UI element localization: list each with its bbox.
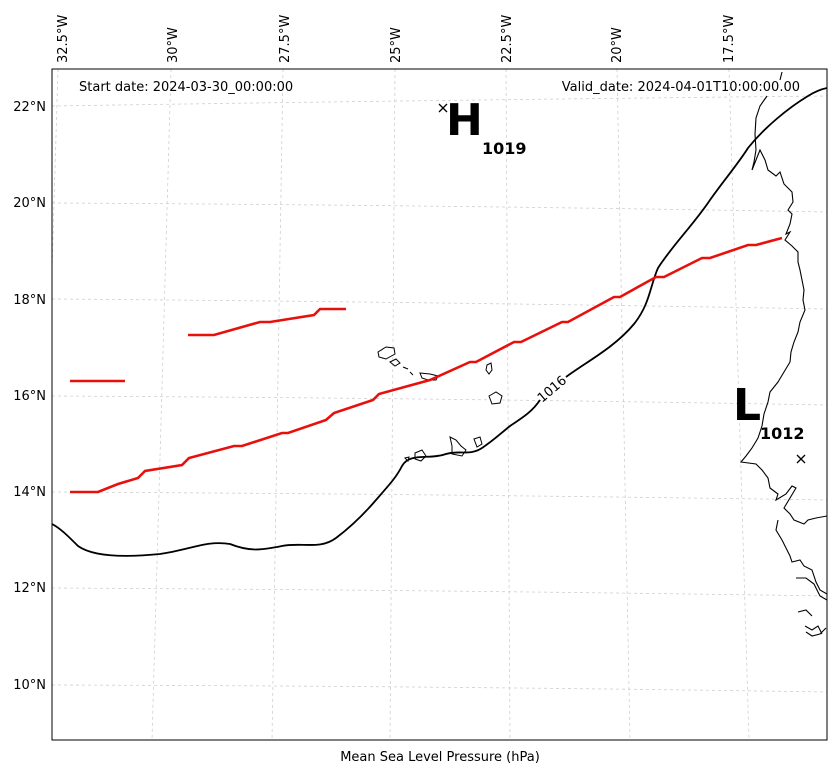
valid-date: Valid_date: 2024-04-01T10:00:00.00 <box>562 80 800 95</box>
lat-label-16n: 16°N <box>13 389 46 404</box>
island-santo-antao <box>377 346 396 360</box>
lon-label-25w: 25°W <box>389 27 404 63</box>
lon-label-17.5w: 17.5°W <box>722 15 737 63</box>
front-line-north <box>188 307 346 337</box>
island-sal <box>485 362 493 375</box>
pressure-system-low: L 1012 <box>733 380 806 464</box>
lat-label-12n: 12°N <box>13 581 46 596</box>
island-maio <box>473 436 483 448</box>
cape-verde-islands <box>377 346 503 462</box>
lon-label-30w: 30°W <box>166 27 181 63</box>
high-center-marker <box>438 103 448 113</box>
island-boa-vista <box>488 391 503 405</box>
pressure-system-high: H 1019 <box>438 95 527 158</box>
lon-label-22.5w: 22.5°W <box>500 15 515 63</box>
high-value: 1019 <box>482 139 527 158</box>
graticule <box>52 69 827 740</box>
lat-label-18n: 18°N <box>13 293 46 308</box>
africa-coastline-south <box>797 609 827 637</box>
front-line-main <box>70 236 783 494</box>
lat-label-20n: 20°N <box>13 196 46 211</box>
high-letter: H <box>446 95 483 146</box>
lat-label-10n: 10°N <box>13 678 46 693</box>
low-center-marker <box>796 454 806 464</box>
lat-label-22n: 22°N <box>13 100 46 115</box>
island-santa-luzia <box>402 366 414 376</box>
low-letter: L <box>733 380 761 431</box>
isobar-1016 <box>52 87 827 557</box>
lon-label-20w: 20°W <box>610 27 625 63</box>
longitude-labels: 32.5°W 30°W 27.5°W 25°W 22.5°W 20°W 17.5… <box>56 15 737 63</box>
footer-label: Mean Sea Level Pressure (hPa) <box>340 750 540 765</box>
lat-label-14n: 14°N <box>13 485 46 500</box>
africa-coastline <box>739 71 827 601</box>
island-sao-vicente <box>389 358 401 367</box>
map-frame <box>51 68 828 741</box>
lon-label-32.5w: 32.5°W <box>56 15 71 63</box>
low-value: 1012 <box>760 424 805 443</box>
fronts <box>70 236 783 494</box>
latitude-labels: 22°N 20°N 18°N 16°N 14°N 12°N 10°N <box>13 100 46 693</box>
map-area: 1016 H 1019 L 1012 Start date: 2024-03-3… <box>52 69 827 740</box>
start-date: Start date: 2024-03-30_00:00:00 <box>79 80 293 95</box>
lon-label-27.5w: 27.5°W <box>278 15 293 63</box>
island-fogo <box>414 449 427 462</box>
